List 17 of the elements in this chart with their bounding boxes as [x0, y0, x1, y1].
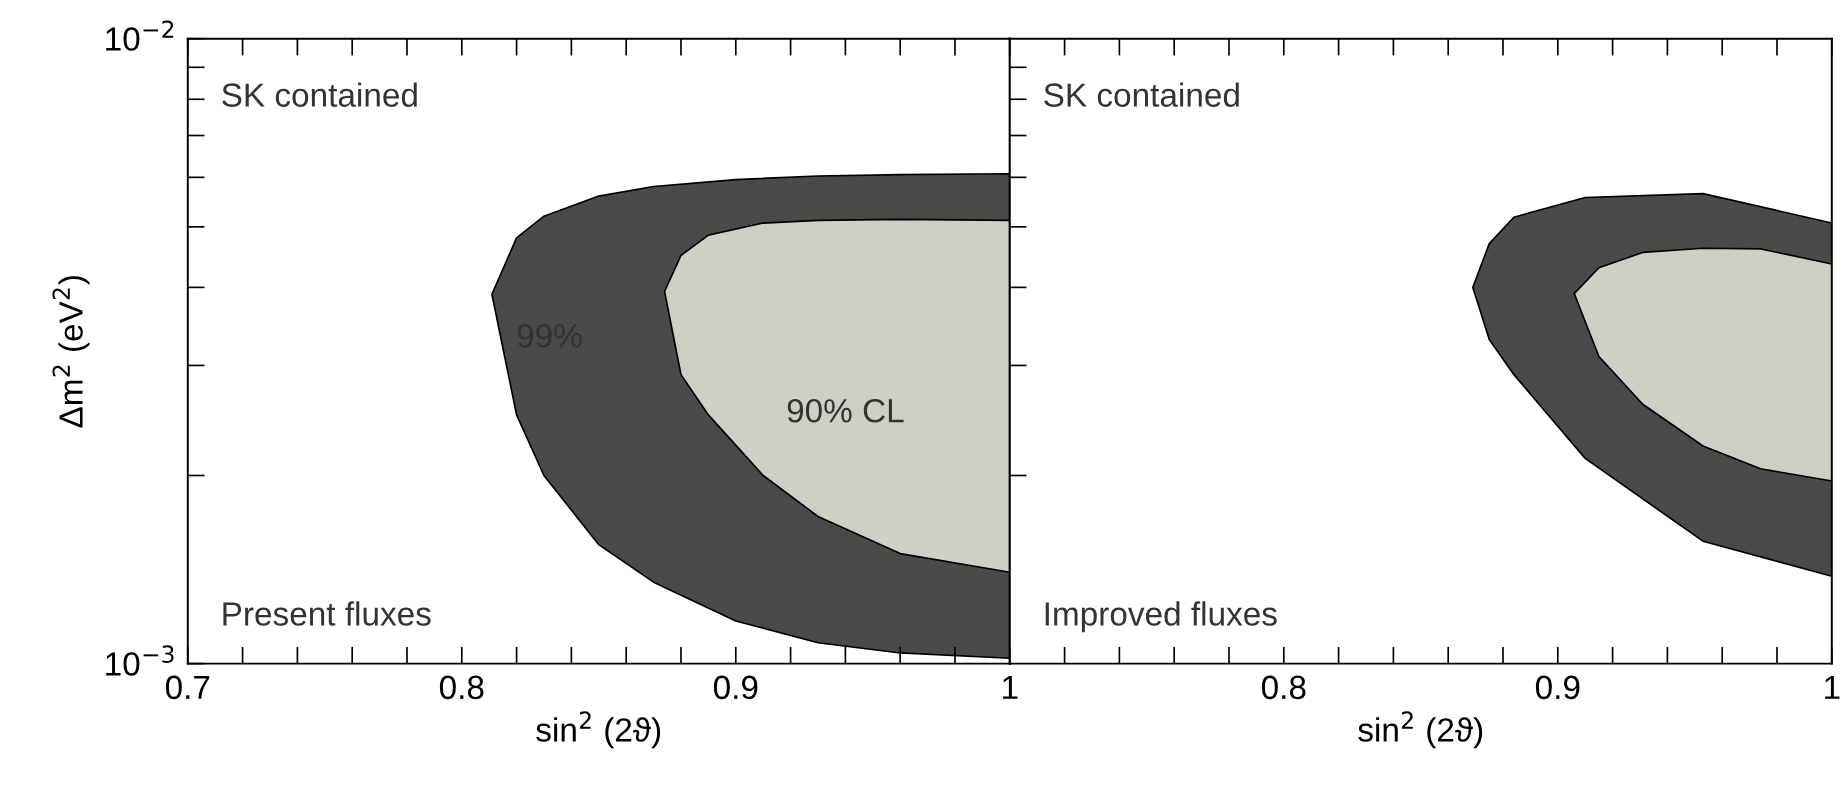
- x-tick-label: 0.9: [713, 675, 758, 700]
- x-tick-label: 0.8: [1261, 675, 1306, 700]
- y-tick-label: 10$^{−3}$: [106, 645, 174, 676]
- y-axis-title: Δm$^{2}$ (eV$^{2}$): [52, 276, 90, 428]
- x-axis-title: sin$^{2}$ (2ϑ): [536, 711, 661, 749]
- annotation: 90% CL: [787, 398, 904, 423]
- x-axis-title: sin$^{2}$ (2ϑ): [1358, 711, 1483, 749]
- y-tick-label: 10$^{−2}$: [106, 20, 174, 51]
- x-tick-label: 0.8: [439, 675, 484, 700]
- x-tick-label: 0.9: [1535, 675, 1580, 700]
- x-tick-label: 1: [1825, 675, 1840, 699]
- annotation: SK contained: [1044, 82, 1239, 107]
- annotation: SK contained: [222, 82, 417, 107]
- annotation: Present fluxes: [223, 601, 431, 626]
- x-tick-label: 0.7: [165, 675, 210, 700]
- x-tick-label: 1: [1003, 675, 1018, 699]
- annotation: Improved fluxes: [1045, 601, 1277, 633]
